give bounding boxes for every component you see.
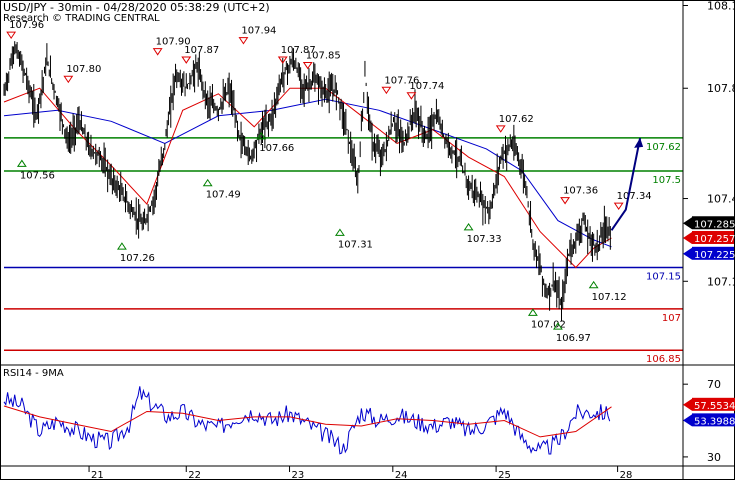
low-marker xyxy=(202,178,213,187)
y-tick-label: 107.8 xyxy=(707,82,735,95)
high-marker xyxy=(181,56,192,64)
last-price-label: 107.225 xyxy=(694,250,735,261)
rsi-ma-line xyxy=(3,405,612,438)
price-series xyxy=(3,41,611,322)
chart-credit: Research © TRADING CENTRAL xyxy=(3,13,160,24)
swing-markers: 107.96107.80107.90107.87107.94107.87107.… xyxy=(6,20,652,344)
high-marker xyxy=(495,125,506,133)
rsi-y-tick-label: 70 xyxy=(707,378,721,391)
low-label: 107.02 xyxy=(531,319,566,330)
low-label: 107.49 xyxy=(206,190,241,201)
low-label: 107.33 xyxy=(467,234,502,245)
high-label: 107.76 xyxy=(384,75,419,86)
high-label: 107.94 xyxy=(241,26,276,37)
rsi-line xyxy=(3,386,611,455)
last-price-pointer xyxy=(683,231,692,244)
last-price-pointer xyxy=(683,217,692,230)
low-label: 106.97 xyxy=(556,333,591,344)
x-tick-label: 23 xyxy=(292,470,305,480)
last-price-tag xyxy=(692,216,734,230)
x-tick-label: 28 xyxy=(620,470,633,480)
high-label: 107.87 xyxy=(184,45,219,56)
high-label: 107.80 xyxy=(66,64,101,75)
rsi-title: RSI14 - 9MA xyxy=(3,368,64,379)
high-marker xyxy=(152,48,163,56)
last-price-tag xyxy=(692,230,734,244)
support-resistance-lines: 107.62 107.5 107.15 107 106.85 xyxy=(4,137,683,365)
rsi-panel-series xyxy=(3,386,612,455)
rsi-value-pointer xyxy=(683,414,692,427)
high-marker xyxy=(560,197,571,205)
low-label: 107.26 xyxy=(120,253,155,264)
low-marker xyxy=(256,131,267,140)
rsi-value-label: 57.5534 xyxy=(694,401,735,412)
last-price-tag xyxy=(692,246,734,260)
x-tick-label: 21 xyxy=(91,470,104,480)
high-label: 107.87 xyxy=(281,45,316,56)
high-marker xyxy=(238,37,249,45)
chart-title: USD/JPY - 30min - 04/28/2020 05:38:29 (U… xyxy=(3,1,270,14)
level-label: 107.15 xyxy=(646,271,681,282)
last-price-pointer xyxy=(683,247,692,260)
x-tick-label: 22 xyxy=(188,470,201,480)
high-label: 107.62 xyxy=(499,114,534,125)
low-marker xyxy=(588,280,599,289)
high-marker xyxy=(63,75,74,84)
level-label: 107 xyxy=(662,313,681,324)
low-marker xyxy=(334,228,345,236)
rsi-value-tag xyxy=(692,397,735,411)
low-marker xyxy=(463,222,474,231)
low-label: 107.12 xyxy=(592,292,627,303)
projection-arrow xyxy=(610,137,644,231)
high-marker xyxy=(302,61,313,70)
projection-arrowhead xyxy=(634,137,644,148)
low-label: 107.31 xyxy=(338,239,373,250)
rsi-y-tick-label: 30 xyxy=(707,451,721,464)
x-tick-label: 24 xyxy=(395,470,408,480)
high-marker xyxy=(277,56,288,64)
y-tick-label: 107.4 xyxy=(707,193,735,206)
level-label: 107.62 xyxy=(646,142,681,153)
high-label: 107.96 xyxy=(9,20,44,31)
high-marker xyxy=(613,202,624,210)
y-tick-label: 107.1 xyxy=(707,275,735,288)
rsi-value-pointer xyxy=(683,398,692,411)
high-label: 107.90 xyxy=(156,37,191,48)
low-label: 107.66 xyxy=(259,143,294,154)
level-label: 107.5 xyxy=(652,175,681,186)
low-marker xyxy=(16,159,27,167)
low-label: 107.56 xyxy=(20,170,55,181)
high-label: 107.85 xyxy=(306,50,341,61)
low-marker xyxy=(116,242,127,250)
high-marker xyxy=(381,86,392,95)
low-marker xyxy=(527,308,538,316)
projection-line xyxy=(610,137,642,231)
high-label: 107.34 xyxy=(617,191,652,202)
high-marker xyxy=(6,31,17,40)
low-marker xyxy=(552,322,563,330)
level-label: 106.85 xyxy=(646,354,681,365)
y-tick-label: 108.1 xyxy=(707,0,735,13)
high-label: 107.74 xyxy=(409,81,444,92)
rsi-value-label: 53.3988 xyxy=(694,416,735,427)
last-price-label: 107.257 xyxy=(694,234,735,245)
x-tick-label: 25 xyxy=(498,470,511,480)
high-label: 107.36 xyxy=(563,186,598,197)
ma-slow-line xyxy=(3,98,612,248)
last-price-label: 107.285 xyxy=(694,219,735,230)
high-marker xyxy=(406,92,417,100)
rsi-value-tag xyxy=(692,413,735,427)
